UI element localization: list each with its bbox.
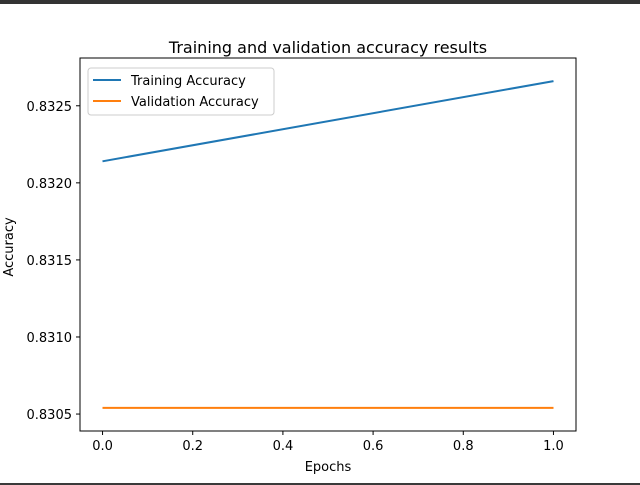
y-tick-label: 0.8305 [27,408,73,423]
y-tick-label: 0.8315 [27,254,73,269]
x-tick-label: 0.6 [363,439,384,454]
y-tick-label: 0.8310 [27,331,73,346]
window-bottom-edge [0,483,640,485]
x-tick-label: 0.0 [92,439,113,454]
series-line-training-accuracy [102,80,554,163]
x-tick-label: 1.0 [543,439,564,454]
x-axis-label: Epochs [305,460,352,475]
window-top-bar [0,0,640,4]
x-tick-label: 0.2 [182,439,203,454]
legend-box [87,67,275,116]
x-axis-ticks: 0.0 0.2 0.4 0.6 0.8 1.0 [92,431,564,454]
legend-label-validation-accuracy: Validation Accuracy [131,95,259,110]
y-axis-label: Accuracy [2,217,17,277]
legend: Training Accuracy Validation Accuracy [87,67,275,116]
y-tick-label: 0.8320 [27,177,73,192]
chart-title: Training and validation accuracy results [168,38,487,57]
x-tick-label: 0.8 [453,439,474,454]
series-layer [102,80,554,409]
plot-area-frame [79,57,577,432]
y-tick-label: 0.8325 [27,100,73,115]
y-axis-ticks: 0.8305 0.8310 0.8315 0.8320 0.8325 [27,100,80,423]
x-tick-label: 0.4 [273,439,294,454]
legend-label-training-accuracy: Training Accuracy [130,74,246,89]
